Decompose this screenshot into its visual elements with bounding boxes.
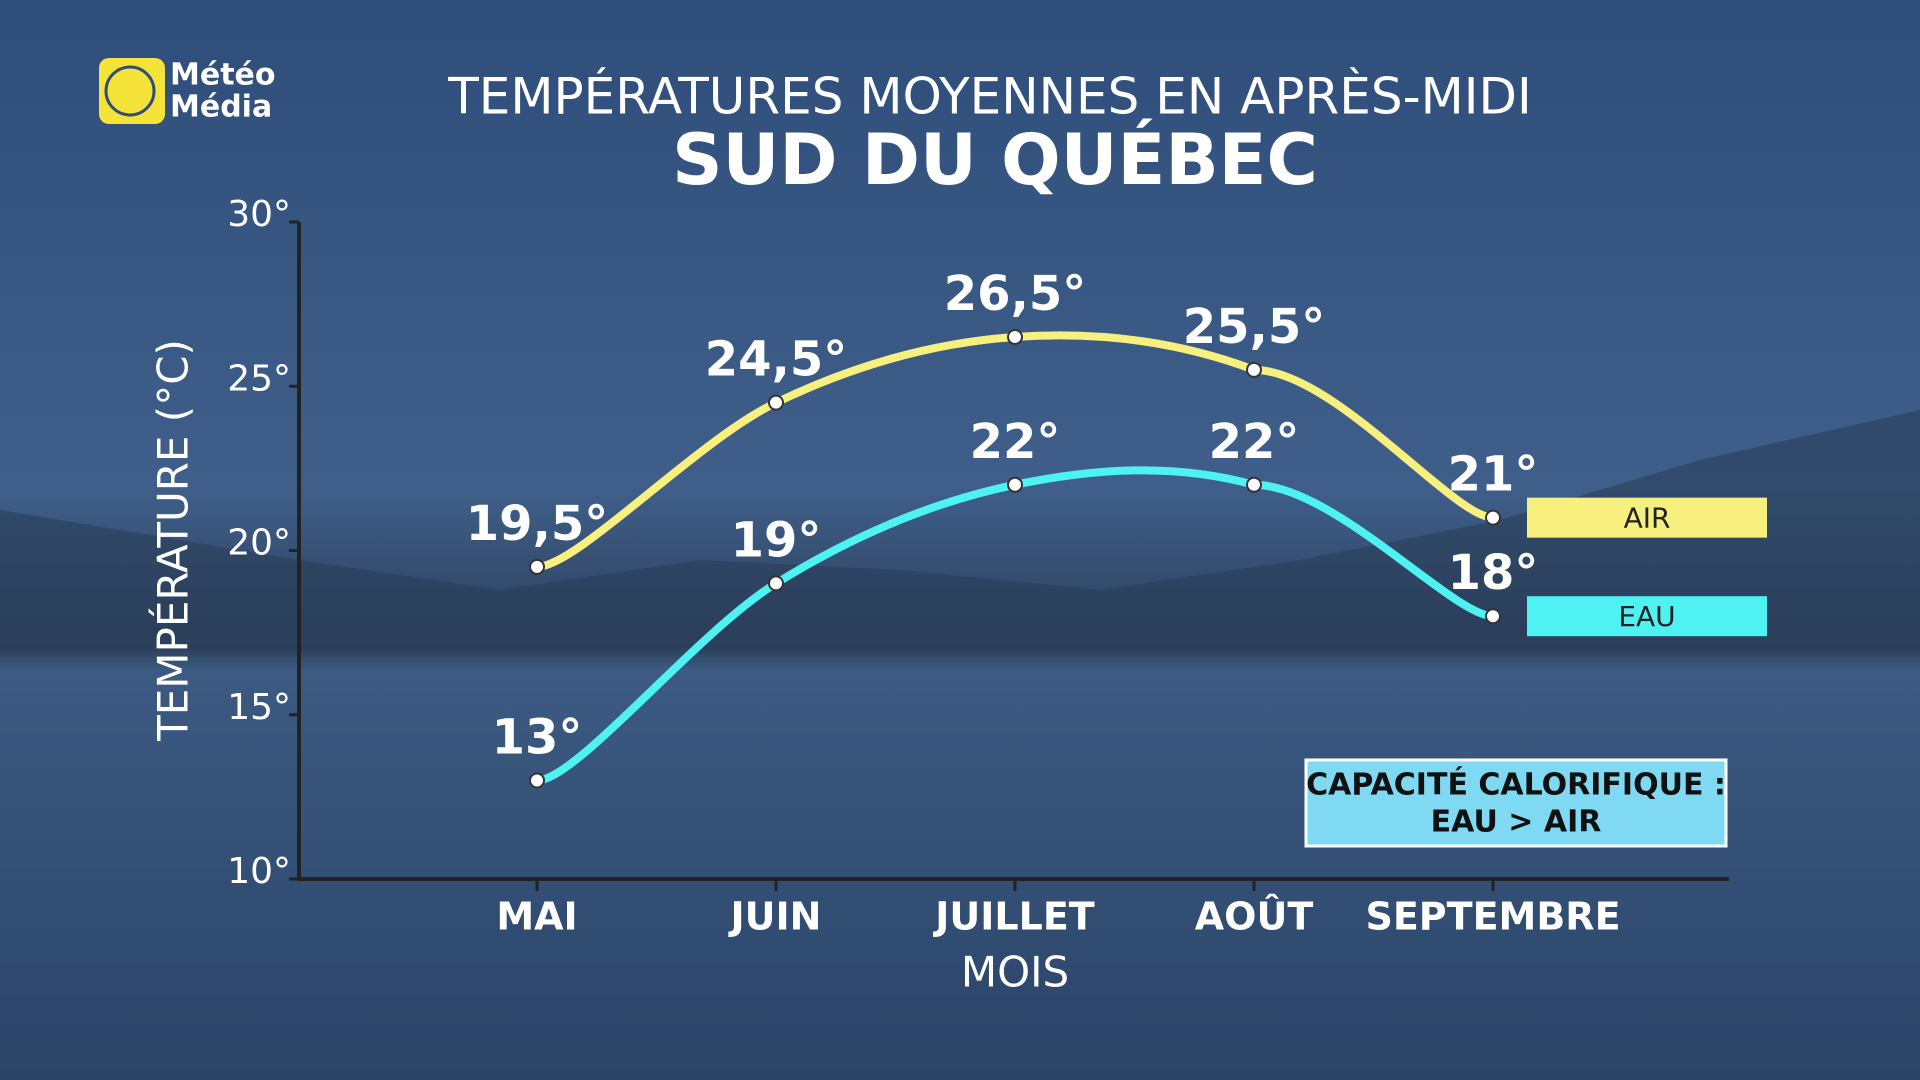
value-label: 19° [731,512,822,568]
legend-label: EAU [1618,600,1675,633]
value-label: 21° [1448,447,1539,503]
y-tick-label: 30° [227,194,291,235]
logo-text: Média [170,90,272,125]
value-label: 22° [1209,414,1300,470]
point [1007,476,1023,493]
value-label: 19,5° [466,496,608,552]
y-tick-label: 20° [227,523,291,564]
x-axis-label: MOIS [961,948,1069,997]
chart-subtitle: SUD DU QUÉBEC [672,119,1318,201]
y-tick-label: 25° [227,358,291,399]
annotation: EAU > AIR [1431,805,1602,840]
y-axis-label: TEMPÉRATURE (°C) [148,339,198,742]
y-tick-label: 15° [227,687,291,728]
annotation: CAPACITÉ CALORIFIQUE : [1306,767,1726,803]
point [1246,361,1262,378]
legend-swatch [1527,497,1767,538]
logo-text: Météo [170,58,276,93]
x-tick-label: JUIN [728,895,822,939]
value-label: 18° [1448,545,1539,601]
annotation-box [1304,758,1728,848]
value-label: 25,5° [1183,299,1325,355]
point [1246,476,1262,493]
value-label: 24,5° [705,332,847,388]
legend-label: AIR [1624,502,1671,535]
value-label: 22° [970,414,1061,470]
x-tick-label: JUILLET [932,895,1095,939]
chart-title: TEMPÉRATURES MOYENNES EN APRÈS-MIDI [447,67,1532,126]
point [529,772,545,789]
point [529,558,545,575]
value-label: 26,5° [944,266,1086,322]
legend-swatch [1527,596,1767,637]
point [1485,608,1501,625]
x-tick-label: SEPTEMBRE [1365,895,1620,939]
point [768,394,784,411]
x-tick-label: AOÛT [1195,895,1314,939]
hills [0,410,1920,640]
y-tick-label: 10° [227,851,291,892]
point [1007,328,1023,345]
value-label: 13° [492,709,583,765]
point [768,575,784,592]
logo-globe [104,65,156,117]
x-tick-label: MAI [496,895,577,939]
point [1485,509,1501,526]
